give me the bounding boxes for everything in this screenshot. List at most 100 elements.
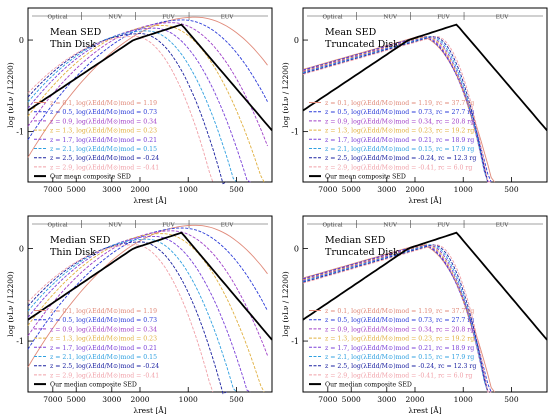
- band-label: NUV: [384, 223, 398, 229]
- series-line: [302, 244, 489, 393]
- series-line: [302, 36, 489, 183]
- band-label: NUV: [384, 15, 398, 21]
- x-tick-label: 1000: [179, 185, 198, 194]
- legend-entry: z = 2.1, log(λEdd/M⊙)mod = 0.15, rc = 17…: [325, 146, 474, 153]
- legend-entry: z = 1.7, log(λEdd/M⊙)mod = 0.21: [50, 345, 157, 352]
- x-tick-label: 7000: [318, 395, 337, 404]
- band-label: NUV: [109, 223, 123, 229]
- x-tick-label: 5000: [342, 185, 361, 194]
- composite-sed-line: [27, 231, 273, 341]
- y-tick-label: 0: [19, 36, 24, 45]
- legend-entry: z = 1.7, log(λEdd/M⊙)mod = 0.21: [50, 137, 157, 144]
- legend-entry: z = 2.1, log(λEdd/M⊙)mod = 0.15: [50, 146, 157, 153]
- composite-sed-line: [302, 231, 548, 341]
- legend-entry: z = 0.1, log(λEdd/M⊙)mod = 1.19: [50, 100, 157, 107]
- x-tick-label: 7000: [43, 185, 62, 194]
- series-line: [27, 24, 265, 183]
- x-axis-label: λrest [Å]: [408, 196, 441, 205]
- legend-entry: z = 2.9, log(λEdd/M⊙)mod = -0.41: [50, 372, 159, 379]
- series-line: [302, 35, 489, 183]
- panel-title: Mean SED: [50, 27, 102, 38]
- x-tick-label: 1000: [454, 395, 473, 404]
- band-label: FUV: [162, 15, 175, 21]
- x-tick-label: 500: [229, 185, 244, 194]
- panel-subtitle: Truncated Disk: [325, 247, 399, 258]
- y-tick-label: -1: [291, 337, 299, 346]
- series-line: [302, 36, 492, 183]
- y-axis-label: log (νLν / L2200): [281, 62, 290, 127]
- series-line: [27, 238, 238, 393]
- legend-entry: z = 1.3, log(λEdd/M⊙)mod = 0.23: [50, 336, 157, 343]
- band-label: FUV: [162, 223, 175, 229]
- legend-entry: z = 1.3, log(λEdd/M⊙)mod = 0.23: [50, 128, 157, 135]
- y-tick-label: -1: [16, 337, 24, 346]
- series-line: [302, 35, 492, 183]
- legend-entry: z = 0.5, log(λEdd/M⊙)mod = 0.73, rc = 27…: [325, 109, 474, 116]
- series-line: [27, 16, 268, 158]
- series-line: [302, 244, 489, 393]
- y-axis-label: log (νLν / L2200): [6, 271, 15, 336]
- composite-sed-line: [27, 23, 273, 131]
- legend-entry: z = 0.1, log(λEdd/M⊙)mod = 1.19: [50, 308, 157, 315]
- series-line: [302, 36, 489, 183]
- x-tick-label: 3000: [377, 185, 396, 194]
- panel-subtitle: Thin Disk: [50, 247, 96, 258]
- legend-composite: Our median composite SED: [325, 382, 412, 389]
- series-line: [27, 241, 227, 395]
- band-label: Optical: [48, 223, 68, 229]
- band-label: FUV: [437, 223, 450, 229]
- x-axis-label: λrest [Å]: [408, 406, 441, 415]
- plot-frame: [27, 7, 273, 183]
- legend-entry: z = 0.5, log(λEdd/M⊙)mod = 0.73: [50, 317, 157, 324]
- legend-composite: Our mean composite SED: [325, 174, 406, 181]
- band-label: Optical: [323, 15, 343, 21]
- x-tick-label: 7000: [43, 395, 62, 404]
- legend-entry: z = 0.9, log(λEdd/M⊙)mod = 0.34: [50, 326, 157, 333]
- series-line: [27, 35, 214, 183]
- x-tick-label: 7000: [318, 185, 337, 194]
- band-label: Optical: [48, 15, 68, 21]
- series-line: [302, 244, 492, 393]
- x-tick-label: 3000: [102, 185, 121, 194]
- series-line: [302, 244, 492, 393]
- series-line: [27, 233, 265, 393]
- series-line: [27, 22, 268, 147]
- band-label: EUV: [221, 223, 235, 229]
- band-label: FUV: [437, 15, 450, 21]
- legend-entry: z = 2.1, log(λEdd/M⊙)mod = 0.15, rc = 17…: [325, 354, 474, 361]
- legend-composite: Our mean composite SED: [50, 174, 131, 181]
- y-tick-label: -1: [291, 128, 299, 137]
- y-tick-label: 0: [294, 244, 299, 253]
- x-tick-label: 5000: [342, 395, 361, 404]
- band-label: EUV: [496, 223, 510, 229]
- y-axis-label: log (νLν / L2200): [6, 62, 15, 127]
- series-line: [27, 33, 227, 185]
- legend-entry: z = 0.9, log(λEdd/M⊙)mod = 0.34, rc = 20…: [325, 118, 474, 125]
- x-tick-label: 3000: [102, 395, 121, 404]
- legend-entry: z = 1.3, log(λEdd/M⊙)mod = 0.23, rc = 19…: [325, 336, 474, 343]
- legend-entry: z = 0.1, log(λEdd/M⊙)mod = 1.19, rc = 37…: [325, 100, 474, 107]
- legend-entry: z = 0.5, log(λEdd/M⊙)mod = 0.73, rc = 27…: [325, 317, 474, 324]
- panel-subtitle: Thin Disk: [50, 39, 96, 50]
- panel-title: Median SED: [50, 235, 111, 246]
- x-tick-label: 3000: [377, 395, 396, 404]
- legend-entry: z = 2.5, log(λEdd/M⊙)mod = -0.24: [50, 155, 159, 162]
- plot-frame: [27, 215, 273, 393]
- legend-entry: z = 0.9, log(λEdd/M⊙)mod = 0.34: [50, 118, 157, 125]
- series-line: [27, 235, 251, 393]
- series-line: [27, 227, 268, 350]
- legend-entry: z = 2.9, log(λEdd/M⊙)mod = -0.41, rc = 6…: [325, 164, 472, 171]
- series-line: [302, 244, 489, 393]
- panel-title: Median SED: [325, 235, 386, 246]
- x-tick-label: 2000: [405, 185, 424, 194]
- x-tick-label: 2000: [130, 395, 149, 404]
- y-tick-label: 0: [294, 36, 299, 45]
- x-tick-label: 1000: [179, 395, 198, 404]
- x-tick-label: 500: [504, 395, 519, 404]
- legend-entry: z = 2.5, log(λEdd/M⊙)mod = -0.24, rc = 1…: [325, 363, 476, 370]
- series-line: [302, 35, 489, 183]
- panel-subtitle: Truncated Disk: [325, 39, 399, 50]
